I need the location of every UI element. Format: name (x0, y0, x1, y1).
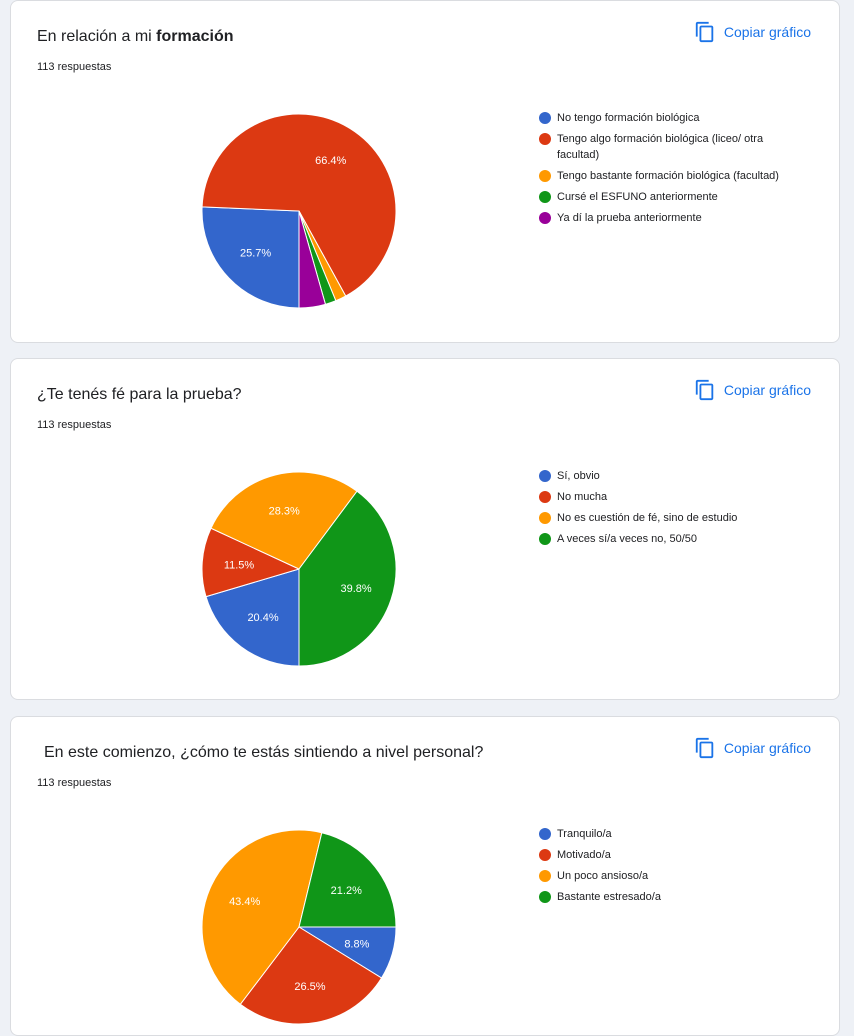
chart-legend: Sí, obvio No mucha No es cuestión de fé, s… (539, 468, 799, 552)
legend-item[interactable]: Bastante estresado/a (539, 889, 799, 905)
chart-card-fe: ¿Te tenés fé para la prueba? 113 respues… (10, 358, 840, 700)
legend-swatch (539, 491, 551, 503)
slice-label: 28.3% (269, 506, 300, 518)
legend-item[interactable]: No mucha (539, 489, 799, 505)
legend-item[interactable]: Motivado/a (539, 847, 799, 863)
legend-label: No es cuestión de fé, sino de estudio (557, 512, 738, 524)
legend-swatch (539, 533, 551, 545)
copy-chart-label: Copiar gráfico (723, 740, 811, 756)
pie-chart: 8.8% 26.5% 43.4% 21.2% (201, 829, 397, 1025)
pie-slice (210, 471, 358, 570)
pie-slice (298, 490, 397, 667)
pie-slice (201, 113, 397, 297)
pie-slice (239, 926, 383, 1025)
legend-swatch (539, 112, 551, 124)
legend-item[interactable]: No tengo formación biológica (539, 110, 799, 126)
slice-label: 25.7% (240, 248, 271, 260)
legend-label: No mucha (557, 491, 608, 503)
copy-chart-label: Copiar gráfico (723, 382, 811, 398)
copy-chart-button[interactable]: Copiar gráfico (694, 737, 811, 759)
legend-swatch (539, 828, 551, 840)
copy-chart-label: Copiar gráfico (723, 24, 811, 40)
pie-chart: 25.7% 66.4% (201, 113, 397, 309)
legend-swatch (539, 849, 551, 861)
copy-chart-button[interactable]: Copiar gráfico (694, 21, 811, 43)
slice-label: 66.4% (315, 155, 346, 167)
copy-icon (694, 379, 716, 401)
legend-item[interactable]: Tranquilo/a (539, 826, 799, 842)
legend-label: Tengo bastante formación biológica (facu… (557, 170, 779, 182)
legend-item[interactable]: Sí, obvio (539, 468, 799, 484)
legend-label: A veces sí/a veces no, 50/50 (557, 533, 698, 545)
pie-slice (298, 832, 397, 928)
legend-swatch (539, 191, 551, 203)
legend-swatch (539, 133, 551, 145)
chart-legend: No tengo formación biológica Tengo algo f… (539, 110, 799, 231)
legend-label: Sí, obvio (557, 470, 600, 482)
copy-icon (694, 21, 716, 43)
legend-swatch (539, 891, 551, 903)
legend-swatch (539, 512, 551, 524)
response-count: 113 respuestas (37, 419, 112, 431)
chart-legend: Tranquilo/a Motivado/a Un poco ansioso/a Ba… (539, 826, 799, 910)
legend-item[interactable]: Tengo algo formación biológica (liceo/ o… (539, 131, 799, 163)
legend-label: Tengo algo formación biológica (liceo/ o… (557, 133, 764, 161)
question-title: ¿Te tenés fé para la prueba? (37, 386, 242, 403)
copy-icon (694, 737, 716, 759)
slice-label: 11.5% (224, 560, 255, 572)
legend-label: Bastante estresado/a (557, 891, 661, 903)
legend-label: Tranquilo/a (557, 828, 612, 840)
chart-card-sentimiento: En este comienzo, ¿cómo te estás sintien… (10, 716, 840, 1036)
legend-item[interactable]: Tengo bastante formación biológica (facu… (539, 168, 799, 184)
pie-slice (201, 527, 301, 598)
pie-slice (201, 206, 300, 309)
pie-slice (201, 829, 323, 1005)
legend-swatch (539, 212, 551, 224)
legend-label: Cursé el ESFUNO anteriormente (557, 191, 718, 203)
legend-item[interactable]: Un poco ansioso/a (539, 868, 799, 884)
legend-item[interactable]: Ya dí la prueba anteriormente (539, 210, 799, 226)
pie-slice (298, 210, 327, 309)
response-count: 113 respuestas (37, 777, 112, 789)
pie-slice (205, 568, 300, 667)
legend-label: Un poco ansioso/a (557, 870, 649, 882)
slice-label: 8.8% (344, 938, 369, 950)
legend-swatch (539, 870, 551, 882)
legend-label: No tengo formación biológica (557, 112, 700, 124)
slice-label: 26.5% (294, 981, 325, 993)
legend-item[interactable]: Cursé el ESFUNO anteriormente (539, 189, 799, 205)
response-count: 113 respuestas (37, 61, 112, 73)
slice-label: 43.4% (229, 896, 260, 908)
legend-label: Motivado/a (557, 849, 611, 861)
slice-label: 39.8% (340, 583, 371, 595)
slice-label: 21.2% (331, 885, 362, 897)
question-title: En relación a mi formación (37, 28, 234, 45)
legend-item[interactable]: A veces sí/a veces no, 50/50 (539, 531, 799, 547)
copy-chart-button[interactable]: Copiar gráfico (694, 379, 811, 401)
legend-swatch (539, 170, 551, 182)
chart-card-formacion: En relación a mi formación 113 respuesta… (10, 0, 840, 343)
legend-swatch (539, 470, 551, 482)
pie-chart: 20.4% 11.5% 28.3% 39.8% (201, 471, 397, 667)
legend-item[interactable]: No es cuestión de fé, sino de estudio (539, 510, 799, 526)
slice-label: 20.4% (247, 612, 278, 624)
legend-label: Ya dí la prueba anteriormente (557, 212, 702, 224)
question-title: En este comienzo, ¿cómo te estás sintien… (44, 744, 484, 761)
